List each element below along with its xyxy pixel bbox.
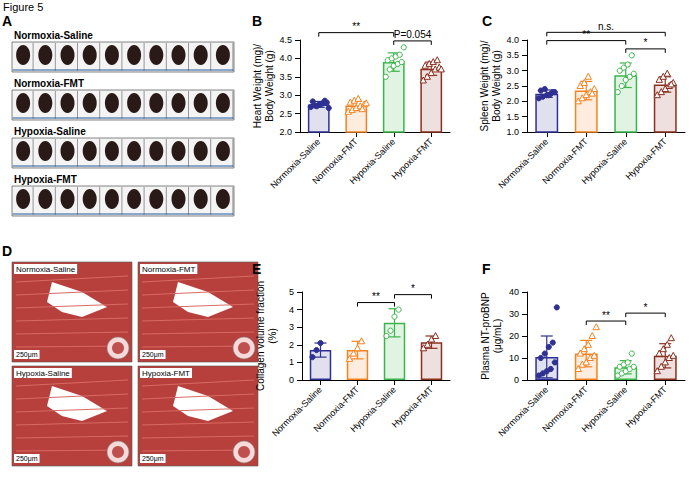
- svg-text:C: C: [482, 13, 492, 29]
- svg-text:3.5: 3.5: [506, 50, 519, 60]
- svg-text:Figure 5: Figure 5: [3, 1, 43, 13]
- svg-text:3.0: 3.0: [279, 90, 292, 100]
- svg-text:Normoxia-FMT: Normoxia-FMT: [142, 265, 195, 274]
- svg-text:250μm: 250μm: [16, 351, 38, 359]
- svg-text:2: 2: [289, 340, 294, 350]
- svg-text:3.0: 3.0: [506, 66, 519, 76]
- svg-text:250μm: 250μm: [142, 351, 164, 359]
- svg-text:Body Weight (g): Body Weight (g): [491, 50, 502, 122]
- svg-text:Hypoxia-FMT: Hypoxia-FMT: [142, 369, 190, 378]
- svg-text:B: B: [252, 13, 262, 29]
- svg-text:*: *: [411, 283, 415, 294]
- svg-text:Normoxia-FMT: Normoxia-FMT: [310, 136, 360, 186]
- svg-text:Hypoxia-FMT: Hypoxia-FMT: [14, 174, 77, 185]
- svg-text:1.5: 1.5: [506, 112, 519, 122]
- svg-text:Hypoxia-Saline: Hypoxia-Saline: [16, 369, 70, 378]
- svg-text:1: 1: [289, 357, 294, 367]
- svg-text:4.0: 4.0: [506, 35, 519, 45]
- svg-text:Hypoxia-Saline: Hypoxia-Saline: [348, 384, 398, 434]
- svg-text:Hypoxia-Saline: Hypoxia-Saline: [14, 126, 86, 137]
- svg-text:250μm: 250μm: [16, 455, 38, 463]
- svg-text:A: A: [2, 13, 12, 29]
- svg-text:Normoxia-FMT: Normoxia-FMT: [540, 136, 590, 186]
- svg-text:250μm: 250μm: [142, 455, 164, 463]
- svg-text:Normoxia-Saline: Normoxia-Saline: [270, 384, 324, 439]
- svg-text:1.0: 1.0: [506, 127, 519, 137]
- svg-text:Hypoxia-FMT: Hypoxia-FMT: [624, 136, 670, 182]
- svg-text:n.s.: n.s.: [598, 21, 614, 32]
- svg-text:3.5: 3.5: [279, 72, 292, 82]
- svg-text:Hypoxia-Saline: Hypoxia-Saline: [347, 136, 397, 186]
- svg-text:Plasma NT-proBNP: Plasma NT-proBNP: [480, 292, 491, 380]
- svg-text:Normoxia-FMT: Normoxia-FMT: [311, 384, 361, 434]
- svg-text:Hypoxia-Saline: Hypoxia-Saline: [579, 136, 629, 186]
- svg-text:2.5: 2.5: [506, 81, 519, 91]
- svg-text:Hypoxia-FMT: Hypoxia-FMT: [390, 384, 436, 430]
- svg-text:(%): (%): [267, 328, 278, 344]
- svg-text:Body Weight (g): Body Weight (g): [264, 50, 275, 122]
- svg-text:Normoxia-Saline: Normoxia-Saline: [496, 136, 550, 190]
- svg-text:(μg/mL): (μg/mL): [492, 319, 503, 354]
- svg-text:5: 5: [289, 287, 294, 297]
- svg-text:Normoxia-Saline: Normoxia-Saline: [496, 384, 550, 438]
- svg-text:**: **: [602, 310, 610, 321]
- svg-text:Spleen Weight (mg)/: Spleen Weight (mg)/: [479, 40, 490, 131]
- svg-text:20: 20: [509, 331, 519, 341]
- svg-text:*: *: [644, 37, 648, 48]
- svg-text:Normoxia-FMT: Normoxia-FMT: [14, 78, 84, 89]
- svg-text:Hypoxia-FMT: Hypoxia-FMT: [624, 384, 670, 430]
- svg-text:Hypoxia-Saline: Hypoxia-Saline: [579, 384, 629, 434]
- svg-text:2.5: 2.5: [279, 109, 292, 119]
- svg-text:Normoxia-Saline: Normoxia-Saline: [14, 30, 93, 41]
- svg-text:4.0: 4.0: [279, 53, 292, 63]
- svg-text:Normoxia-FMT: Normoxia-FMT: [540, 384, 590, 434]
- svg-text:Collagen volume fraction: Collagen volume fraction: [255, 281, 266, 391]
- svg-text:30: 30: [509, 309, 519, 319]
- svg-text:10: 10: [509, 353, 519, 363]
- svg-text:2.0: 2.0: [279, 127, 292, 137]
- svg-text:E: E: [252, 261, 261, 277]
- svg-text:**: **: [582, 29, 590, 40]
- svg-text:0: 0: [289, 375, 294, 385]
- svg-text:**: **: [372, 291, 380, 302]
- svg-text:*: *: [644, 302, 648, 313]
- svg-text:0: 0: [514, 375, 519, 385]
- svg-text:Normoxia-Saline: Normoxia-Saline: [268, 136, 323, 191]
- svg-text:3: 3: [289, 322, 294, 332]
- svg-text:40: 40: [509, 287, 519, 297]
- svg-text:2.0: 2.0: [506, 96, 519, 106]
- svg-text:Normoxia-Saline: Normoxia-Saline: [16, 265, 76, 274]
- svg-text:Heart Weight (mg)/: Heart Weight (mg)/: [252, 44, 263, 129]
- svg-text:F: F: [482, 261, 491, 277]
- svg-text:P=0.054: P=0.054: [394, 29, 432, 40]
- svg-text:4: 4: [289, 305, 294, 315]
- svg-text:**: **: [352, 21, 360, 32]
- svg-text:Hypoxia-FMT: Hypoxia-FMT: [390, 136, 436, 182]
- svg-text:4.5: 4.5: [279, 35, 292, 45]
- svg-text:D: D: [2, 243, 12, 259]
